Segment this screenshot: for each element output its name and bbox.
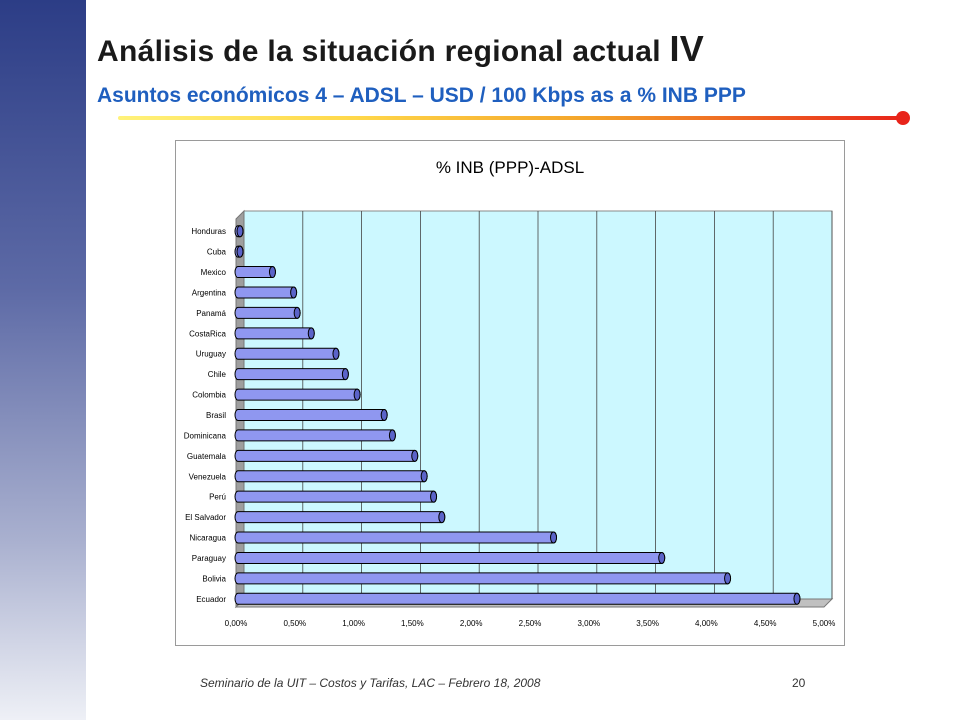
category-label: Mexico <box>201 268 227 277</box>
x-tick-label: 0,00% <box>225 619 248 628</box>
x-tick-label: 2,50% <box>519 619 542 628</box>
bar <box>234 347 340 360</box>
bar-cap <box>438 511 446 524</box>
bar-cap <box>550 531 558 544</box>
bar-cap <box>268 266 276 279</box>
bar <box>234 592 801 605</box>
category-label: Cuba <box>207 248 227 257</box>
bar <box>234 429 396 442</box>
x-tick-label: 3,00% <box>577 619 600 628</box>
bar-cap <box>380 409 388 421</box>
category-label: Perú <box>209 493 226 502</box>
x-tick-label: 4,50% <box>754 619 777 628</box>
bar-cap <box>411 449 419 462</box>
bar-cap <box>307 327 315 340</box>
bar-cap <box>430 490 438 503</box>
category-label: Paraguay <box>192 554 226 563</box>
category-label: Argentina <box>192 288 227 297</box>
chart-title: % INB (PPP)-ADSL <box>436 158 584 177</box>
bar <box>234 490 438 503</box>
category-label: Nicaragua <box>190 534 227 543</box>
title-underline <box>118 116 902 120</box>
footer-text: Seminario de la UIT – Costos y Tarifas, … <box>200 676 541 690</box>
category-label: Honduras <box>191 227 226 236</box>
x-tick-label: 1,50% <box>401 619 424 628</box>
category-label: Ecuador <box>196 595 226 604</box>
bar <box>234 388 361 401</box>
slide-title: Análisis de la situación regional actual… <box>97 28 704 70</box>
category-label: CostaRica <box>189 329 226 338</box>
bar <box>234 286 298 299</box>
x-tick-label: 5,00% <box>813 619 836 628</box>
bar <box>234 572 732 585</box>
bar <box>234 306 301 319</box>
bar-chart: % INB (PPP)-ADSL Honduras Cuba Mexico Argent… <box>184 158 836 628</box>
sidebar-decoration <box>0 0 86 720</box>
category-label: El Salvador <box>185 513 226 522</box>
x-tick-label: 4,00% <box>695 619 718 628</box>
bar <box>234 368 349 381</box>
bar-cap <box>388 429 396 442</box>
category-label: Colombia <box>192 391 226 400</box>
bar-cap <box>236 225 244 238</box>
bar-cap <box>353 388 361 401</box>
bar-cap <box>293 306 301 319</box>
category-label: Venezuela <box>189 472 227 481</box>
x-tick-label: 3,50% <box>636 619 659 628</box>
category-label: Panamá <box>196 309 226 318</box>
bar-cap <box>290 286 298 299</box>
bar-cap <box>341 368 349 381</box>
slide-subtitle: Asuntos económicos 4 – ADSL – USD / 100 … <box>97 84 746 107</box>
bar <box>234 511 446 524</box>
bar-cap <box>420 470 428 483</box>
bar <box>234 551 666 564</box>
x-tick-label: 2,00% <box>460 619 483 628</box>
bar-cap <box>658 551 666 564</box>
bar-cap <box>236 245 244 258</box>
x-tick-label: 0,50% <box>283 619 306 628</box>
title-underline-dot <box>896 111 910 125</box>
bar <box>234 449 419 462</box>
category-label: Dominicana <box>184 431 227 440</box>
bar <box>234 531 557 544</box>
x-tick-label: 1,00% <box>342 619 365 628</box>
category-label: Chile <box>208 370 227 379</box>
bar <box>234 470 428 483</box>
category-label: Brasil <box>206 411 226 420</box>
category-label: Uruguay <box>196 350 226 359</box>
slide-title-main: Análisis de la situación regional actual <box>97 35 670 68</box>
bar-cap <box>332 347 340 360</box>
bar-cap <box>724 572 732 585</box>
bar <box>234 327 315 340</box>
category-label: Guatemala <box>187 452 227 461</box>
slide-title-roman: IV <box>669 28 705 69</box>
bar-cap <box>793 592 801 605</box>
category-label: Bolivia <box>202 574 226 583</box>
bar <box>234 409 388 421</box>
page-number: 20 <box>792 676 806 690</box>
chart-container: % INB (PPP)-ADSL Honduras Cuba Mexico Argent… <box>175 140 845 646</box>
